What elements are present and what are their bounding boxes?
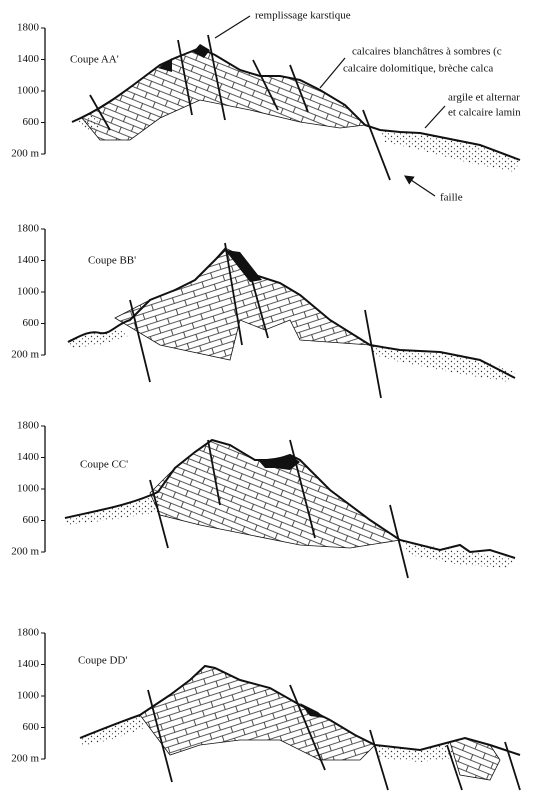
karst-fill: [225, 250, 262, 282]
annotation: faille: [440, 192, 463, 204]
arrow: [214, 15, 446, 197]
tick-label: 1000: [17, 85, 40, 97]
section-cc: [64, 438, 516, 579]
fault: [129, 242, 382, 399]
karst-fill: [258, 455, 300, 470]
sediment: [380, 130, 520, 172]
tick-label: 200 m: [11, 349, 39, 361]
tick-label: 1400: [17, 53, 40, 65]
tick-label: 1800: [17, 420, 40, 432]
surface: [71, 46, 521, 161]
section-aa: [71, 15, 521, 197]
tick-label: 1800: [17, 22, 40, 34]
fault: [147, 684, 521, 791]
section-dd: [79, 664, 521, 791]
limestone: [139, 665, 376, 761]
sediment: [78, 115, 100, 130]
limestone: [81, 47, 366, 141]
annotation: argile et alternar: [448, 92, 520, 104]
tick-label: 600: [23, 116, 40, 128]
annotation: calcaires blanchâtres à sombres (c: [352, 46, 502, 58]
tick-label: 1400: [17, 658, 40, 670]
tick-label: 1800: [17, 223, 40, 235]
tick-label: 600: [23, 721, 40, 733]
surface: [67, 248, 516, 379]
tick-label: 1800: [17, 627, 40, 639]
fault: [149, 439, 409, 579]
sediment: [65, 492, 515, 568]
section-title: Coupe CC': [80, 459, 128, 471]
tick-label: 200 m: [11, 148, 39, 160]
limestone: [149, 439, 402, 549]
tick-label: 1000: [17, 483, 40, 495]
section-title: Coupe AA': [70, 54, 119, 66]
section-bb: [67, 242, 516, 399]
tick-label: 600: [23, 514, 40, 526]
annotation: et calcaire lamin: [448, 107, 521, 119]
section-title: Coupe BB': [88, 255, 136, 267]
tick-label: 1400: [17, 451, 40, 463]
annotation: remplissage karstique: [255, 10, 351, 22]
tick-label: 1400: [17, 254, 40, 266]
surface: [79, 664, 521, 756]
sediment: [80, 715, 455, 762]
tick-label: 200 m: [11, 546, 39, 558]
fault: [89, 34, 391, 181]
tick-label: 1000: [17, 286, 40, 298]
section-title: Coupe DD': [78, 655, 127, 667]
tick-label: 600: [23, 317, 40, 329]
tick-label: 1000: [17, 690, 40, 702]
annotation: calcaire dolomitique, brèche calca: [343, 63, 493, 75]
sediment: [68, 330, 515, 382]
tick-label: 200 m: [11, 753, 39, 765]
labels: remplissage karstique calcaires blanchât…: [255, 10, 521, 204]
karst-fill: [158, 44, 210, 72]
surface: [64, 438, 516, 559]
